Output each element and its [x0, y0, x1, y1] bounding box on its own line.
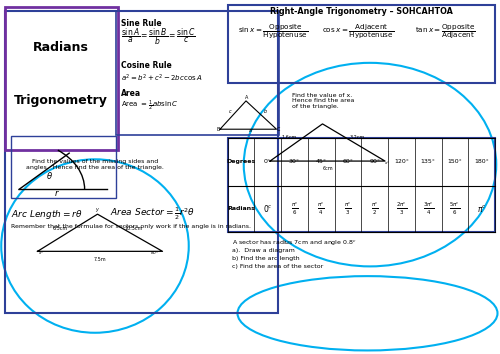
- Text: $\sin x = \dfrac{\mathrm{Opposite}}{\mathrm{Hypotenuse}}$: $\sin x = \dfrac{\mathrm{Opposite}}{\mat…: [238, 23, 308, 41]
- Text: 45°: 45°: [316, 159, 326, 165]
- Text: c) Find the area of the sector: c) Find the area of the sector: [232, 264, 324, 269]
- Text: $\mathit{Area\ Sector} = \frac{1}{2}r^2\theta$: $\mathit{Area\ Sector} = \frac{1}{2}r^2\…: [110, 206, 196, 222]
- Text: 1.6cm: 1.6cm: [282, 135, 296, 140]
- Text: $80°$: $80°$: [150, 249, 159, 256]
- Text: Radians: Radians: [34, 41, 89, 54]
- Text: 120°: 120°: [394, 159, 409, 165]
- Text: $\frac{3\pi^c}{4}$: $\frac{3\pi^c}{4}$: [422, 201, 434, 217]
- Text: 6cm: 6cm: [322, 166, 333, 171]
- Text: Remember that the formulae for sectors only work if the angle is in radians.: Remember that the formulae for sectors o…: [11, 224, 251, 229]
- Text: 60°: 60°: [342, 159, 353, 165]
- Text: Degrees: Degrees: [226, 159, 256, 165]
- Text: $\frac{\pi^c}{2}$: $\frac{\pi^c}{2}$: [371, 201, 378, 217]
- Text: 180°: 180°: [474, 159, 489, 165]
- Bar: [11, 136, 116, 198]
- Text: 10.5cm: 10.5cm: [125, 226, 143, 231]
- Text: $x°$: $x°$: [38, 249, 44, 256]
- Text: $\frac{\pi^c}{3}$: $\frac{\pi^c}{3}$: [344, 201, 352, 217]
- Text: $\mathit{Arc\ Length} = r\theta$: $\mathit{Arc\ Length} = r\theta$: [11, 208, 83, 221]
- Text: b: b: [264, 109, 266, 114]
- Text: $r$: $r$: [54, 188, 60, 198]
- Text: $\frac{\pi^c}{6}$: $\frac{\pi^c}{6}$: [290, 201, 298, 217]
- Text: C: C: [276, 127, 280, 132]
- Text: Cosine Rule: Cosine Rule: [121, 61, 172, 70]
- Text: 3.2cm: 3.2cm: [350, 135, 365, 140]
- Text: $\frac{2\pi^c}{3}$: $\frac{2\pi^c}{3}$: [396, 201, 407, 217]
- Text: $\cos x = \dfrac{\mathrm{Adjacent}}{\mathrm{Hypotenuse}}$: $\cos x = \dfrac{\mathrm{Adjacent}}{\mat…: [322, 23, 394, 41]
- Text: $\dfrac{\sin A}{a} = \dfrac{\sin B}{b} = \dfrac{\sin C}{c}$: $\dfrac{\sin A}{a} = \dfrac{\sin B}{b} =…: [121, 27, 196, 47]
- Text: A: A: [245, 95, 248, 100]
- Bar: [228, 138, 495, 232]
- Text: $\tan x = \dfrac{\mathrm{Opposite}}{\mathrm{Adjacent}}$: $\tan x = \dfrac{\mathrm{Opposite}}{\mat…: [415, 23, 476, 41]
- Bar: [116, 11, 278, 135]
- Text: B: B: [217, 127, 220, 132]
- Bar: [228, 5, 495, 83]
- Text: 150°: 150°: [448, 159, 462, 165]
- Text: $a^2 = b^2 + c^2 - 2bc\cos A$: $a^2 = b^2 + c^2 - 2bc\cos A$: [121, 72, 202, 84]
- Text: 6.5cm: 6.5cm: [52, 226, 68, 231]
- Text: b) Find the arc length: b) Find the arc length: [232, 256, 300, 261]
- Text: 90°: 90°: [369, 159, 380, 165]
- Text: Find the values of the missing sides and
angles.  Hence find the area of the tri: Find the values of the missing sides and…: [26, 159, 164, 170]
- Text: Find the value of x.
Hence find the area
of the triangle.: Find the value of x. Hence find the area…: [292, 93, 355, 109]
- Text: Radians: Radians: [227, 206, 255, 211]
- Text: $0^c$: $0^c$: [262, 203, 272, 215]
- Text: 7.5m: 7.5m: [94, 257, 106, 262]
- Bar: [5, 7, 117, 150]
- Text: $\frac{5\pi^c}{6}$: $\frac{5\pi^c}{6}$: [450, 201, 460, 217]
- Bar: [5, 11, 278, 313]
- Text: $\theta$: $\theta$: [46, 171, 54, 182]
- Text: A sector has radius 7cm and angle 0.8$^c$: A sector has radius 7cm and angle 0.8$^c…: [232, 239, 357, 248]
- Text: a: a: [248, 128, 252, 133]
- Text: $\frac{\pi^c}{4}$: $\frac{\pi^c}{4}$: [318, 201, 325, 217]
- Text: Trigonometry: Trigonometry: [14, 94, 108, 107]
- Text: 0°: 0°: [264, 159, 271, 165]
- Text: Right-Angle Trigonometry – SOHCAHTOA: Right-Angle Trigonometry – SOHCAHTOA: [270, 7, 452, 16]
- Text: Sine Rule: Sine Rule: [121, 18, 162, 28]
- Text: Area: Area: [121, 89, 141, 98]
- Text: Area $= \frac{1}{2}ab\sin C$: Area $= \frac{1}{2}ab\sin C$: [121, 99, 179, 113]
- Text: a).  Draw a diagram: a). Draw a diagram: [232, 248, 296, 253]
- Text: $x°$: $x°$: [384, 159, 390, 166]
- Text: 135°: 135°: [420, 159, 436, 165]
- Text: $y$: $y$: [96, 206, 100, 214]
- Text: 30°: 30°: [289, 159, 300, 165]
- Text: c: c: [229, 109, 232, 114]
- Text: $\pi^c$: $\pi^c$: [476, 203, 486, 215]
